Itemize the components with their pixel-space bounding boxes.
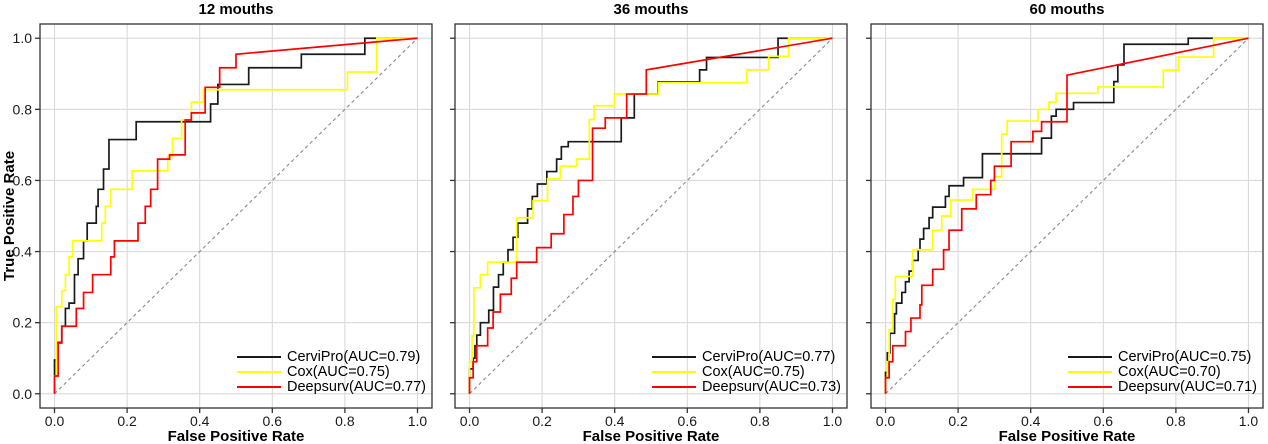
- plot-frame: [39, 23, 433, 409]
- legend-item-cervipro: CerviPro(AUC=0.75): [1067, 349, 1257, 365]
- roc-curve-deepsurv: [884, 37, 1249, 394]
- legend-item-cox: Cox(AUC=0.70): [1067, 364, 1257, 380]
- legend-line-cervipro-icon: [651, 356, 696, 358]
- diagonal-reference-line: [54, 37, 418, 395]
- legend-item-deepsurv: Deepsurv(AUC=0.73): [651, 379, 841, 395]
- legend-line-deepsurv-icon: [1067, 386, 1112, 388]
- x-tick-label: 0.8: [1166, 413, 1186, 429]
- plot-frame: [870, 23, 1264, 409]
- roc-curve-deepsurv: [468, 37, 833, 394]
- panel-title: 36 mouths: [613, 1, 689, 18]
- x-tick-label: 0.6: [263, 413, 283, 429]
- diagonal-reference-line: [469, 37, 833, 395]
- legend-label-deepsurv: Deepsurv(AUC=0.71): [1117, 379, 1257, 395]
- x-tick-label: 0.2: [117, 413, 137, 429]
- legend-label-deepsurv: Deepsurv(AUC=0.77): [286, 379, 426, 395]
- legend-item-deepsurv: Deepsurv(AUC=0.71): [1067, 379, 1257, 395]
- roc-curve-cox: [468, 37, 833, 394]
- x-tick-label: 1.0: [823, 413, 843, 429]
- legend-item-deepsurv: Deepsurv(AUC=0.77): [236, 379, 426, 395]
- legend-item-cox: Cox(AUC=0.75): [651, 364, 841, 380]
- roc-curve-cervipro: [53, 37, 418, 394]
- roc-curve-cox: [53, 37, 418, 394]
- y-tick-label: 0.0: [13, 386, 33, 402]
- x-tick-label: 0.6: [1094, 413, 1114, 429]
- x-axis-title: False Positive Rate: [167, 428, 305, 444]
- x-tick-label: 0.4: [1021, 413, 1041, 429]
- panel-36-months: 0.0 0.2 0.4 0.6 0.8 1.0 36 mouths False Posit…: [443, 0, 855, 444]
- x-tick-label: 0.0: [45, 413, 65, 429]
- legend-label-cox: Cox(AUC=0.75): [701, 364, 805, 380]
- roc-curve-deepsurv: [53, 37, 418, 394]
- legend-line-cervipro-icon: [1067, 356, 1112, 358]
- legend-line-cox-icon: [1067, 371, 1112, 373]
- x-tick-label: 0.2: [532, 413, 552, 429]
- legend: CerviPro(AUC=0.75) Cox(AUC=0.70) Deepsur…: [1067, 349, 1257, 395]
- legend-label-cox: Cox(AUC=0.70): [1117, 364, 1221, 380]
- legend-label-deepsurv: Deepsurv(AUC=0.73): [701, 379, 841, 395]
- legend-line-deepsurv-icon: [236, 386, 281, 388]
- x-tick-label: 0.2: [948, 413, 968, 429]
- panel-60-months: 0.0 0.2 0.4 0.6 0.8 1.0 60 mouths False Posit…: [855, 0, 1268, 444]
- roc-plot-60-months: 0.0 0.2 0.4 0.6 0.8 1.0: [866, 23, 1264, 429]
- x-tick-label: 0.4: [190, 413, 210, 429]
- diagonal-reference-line: [885, 37, 1249, 395]
- x-tick-label: 0.8: [750, 413, 770, 429]
- legend-line-deepsurv-icon: [651, 386, 696, 388]
- x-tick-label: 1.0: [408, 413, 428, 429]
- x-tick-label: 0.8: [335, 413, 355, 429]
- y-tick-label: 0.4: [13, 244, 33, 260]
- x-axis-title: False Positive Rate: [582, 428, 720, 444]
- legend-item-cervipro: CerviPro(AUC=0.77): [651, 349, 841, 365]
- x-tick-label: 0.0: [460, 413, 480, 429]
- roc-curve-cox: [884, 37, 1249, 394]
- y-tick-label: 1.0: [13, 30, 33, 46]
- roc-plot-12-months: 0.0 0.0 0.2 0.2 0.4 0.4 0.6 0.6 0.8 0.8 1.0 1.0: [13, 23, 433, 429]
- legend: CerviPro(AUC=0.77) Cox(AUC=0.75) Deepsur…: [651, 349, 841, 395]
- roc-plot-36-months: 0.0 0.2 0.4 0.6 0.8 1.0: [450, 23, 848, 429]
- legend-line-cox-icon: [236, 371, 281, 373]
- legend: CerviPro(AUC=0.79) Cox(AUC=0.75) Deepsur…: [236, 349, 426, 395]
- y-tick-label: 0.8: [13, 101, 33, 117]
- panel-12-months: 0.0 0.0 0.2 0.2 0.4 0.4 0.6 0.6 0.8 0.8 1.0 1.0 12 …: [0, 0, 443, 444]
- legend-line-cervipro-icon: [236, 356, 281, 358]
- legend-label-cox: Cox(AUC=0.75): [286, 364, 390, 380]
- x-tick-label: 0.6: [678, 413, 698, 429]
- x-tick-label: 0.0: [876, 413, 896, 429]
- panel-title: 12 mouths: [198, 1, 274, 18]
- x-tick-label: 0.4: [605, 413, 625, 429]
- y-tick-label: 0.2: [13, 315, 33, 331]
- legend-label-cervipro: CerviPro(AUC=0.77): [701, 349, 836, 365]
- plot-frame: [454, 23, 848, 409]
- panel-title: 60 mouths: [1029, 1, 1105, 18]
- legend-label-cervipro: CerviPro(AUC=0.79): [286, 349, 421, 365]
- x-axis-title: False Positive Rate: [998, 428, 1136, 444]
- legend-label-cervipro: CerviPro(AUC=0.75): [1117, 349, 1252, 365]
- x-tick-label: 1.0: [1239, 413, 1259, 429]
- y-tick-label: 0.6: [13, 172, 33, 188]
- legend-item-cervipro: CerviPro(AUC=0.79): [236, 349, 426, 365]
- legend-line-cox-icon: [651, 371, 696, 373]
- roc-curve-cervipro: [884, 37, 1249, 394]
- legend-item-cox: Cox(AUC=0.75): [236, 364, 426, 380]
